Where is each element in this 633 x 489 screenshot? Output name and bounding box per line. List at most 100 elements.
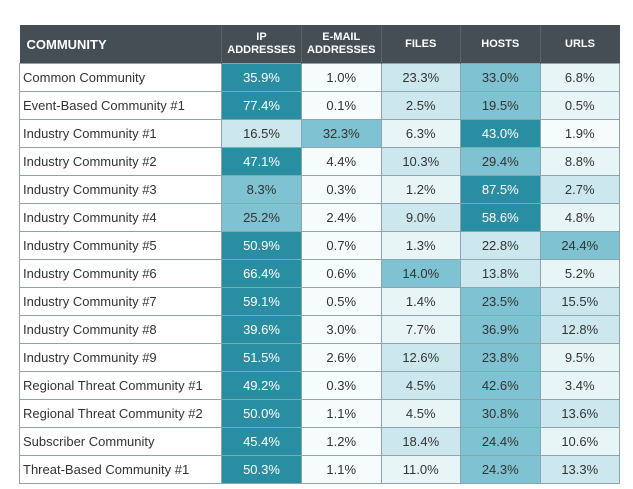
value-cell-hosts: 36.9% [460,315,541,344]
value-cell-ip: 45.4% [221,427,302,456]
value-cell-files: 10.3% [380,147,461,176]
table-row: Regional Threat Community #2 50.0% 1.1% 4.5… [19,399,620,428]
value-cell-ip: 47.1% [221,147,302,176]
column-header-line: IP [256,31,267,43]
table-body: Common Community 35.9% 1.0% 23.3% 33.0% 6.8% E… [19,63,620,484]
value-cell-urls: 13.6% [539,399,620,428]
table-row: Industry Community #9 51.5% 2.6% 12.6% 23.8%… [19,343,620,372]
table-row: Industry Community #1 16.5% 32.3% 6.3% 43.0%… [19,119,620,148]
value-cell-urls: 8.8% [539,147,620,176]
column-header-urls: URLS [540,25,620,64]
column-header-community: COMMUNITY [19,25,222,64]
value-cell-ip: 66.4% [221,259,302,288]
value-cell-email: 32.3% [301,119,382,148]
value-cell-email: 0.3% [301,175,382,204]
column-header-line: ADDRESSES [307,44,376,56]
value-cell-hosts: 22.8% [460,231,541,260]
value-cell-email: 0.3% [301,371,382,400]
value-cell-urls: 5.2% [539,259,620,288]
value-cell-hosts: 13.8% [460,259,541,288]
table-row: Industry Community #5 50.9% 0.7% 1.3% 22.8% 2… [19,231,620,260]
value-cell-ip: 16.5% [221,119,302,148]
community-name-cell: Common Community [19,63,222,92]
value-cell-ip: 59.1% [221,287,302,316]
value-cell-email: 1.1% [301,455,382,484]
value-cell-hosts: 33.0% [460,63,541,92]
value-cell-files: 12.6% [380,343,461,372]
value-cell-hosts: 23.5% [460,287,541,316]
value-cell-files: 11.0% [380,455,461,484]
value-cell-hosts: 30.8% [460,399,541,428]
community-name-cell: Regional Threat Community #2 [19,399,222,428]
table-row: Industry Community #8 39.6% 3.0% 7.7% 36.9% 1… [19,315,620,344]
value-cell-ip: 50.3% [221,455,302,484]
value-cell-ip: 8.3% [221,175,302,204]
value-cell-email: 1.1% [301,399,382,428]
value-cell-ip: 25.2% [221,203,302,232]
value-cell-urls: 3.4% [539,371,620,400]
value-cell-ip: 50.9% [221,231,302,260]
value-cell-files: 4.5% [380,399,461,428]
table-row: Industry Community #3 8.3% 0.3% 1.2% 87.5% 2.… [19,175,620,204]
value-cell-urls: 0.5% [539,91,620,120]
value-cell-files: 1.2% [380,175,461,204]
column-header-line: E-MAIL [322,31,361,43]
value-cell-urls: 24.4% [539,231,620,260]
value-cell-email: 0.7% [301,231,382,260]
community-name-cell: Industry Community #7 [19,287,222,316]
value-cell-hosts: 42.6% [460,371,541,400]
value-cell-files: 1.3% [380,231,461,260]
community-name-cell: Threat-Based Community #1 [19,455,222,484]
value-cell-files: 23.3% [380,63,461,92]
community-name-cell: Industry Community #1 [19,119,222,148]
value-cell-ip: 50.0% [221,399,302,428]
value-cell-email: 0.6% [301,259,382,288]
value-cell-urls: 15.5% [539,287,620,316]
community-name-cell: Industry Community #3 [19,175,222,204]
column-header-line: FILES [405,37,437,50]
value-cell-ip: 39.6% [221,315,302,344]
column-header-hosts: HOSTS [460,25,541,64]
value-cell-ip: 49.2% [221,371,302,400]
column-header-ip: IP ADDRESSES [221,25,302,64]
heatmap-table-container: COMMUNITY IP ADDRESSES E-MAIL ADDRESSES FILES… [19,25,620,484]
value-cell-files: 6.3% [380,119,461,148]
value-cell-urls: 10.6% [539,427,620,456]
value-cell-urls: 4.8% [539,203,620,232]
value-cell-email: 2.6% [301,343,382,372]
table-row: Subscriber Community 45.4% 1.2% 18.4% 24.4% 1… [19,427,620,456]
table-row: Industry Community #2 47.1% 4.4% 10.3% 29.4%… [19,147,620,176]
community-name-cell: Regional Threat Community #1 [19,371,222,400]
value-cell-urls: 9.5% [539,343,620,372]
community-name-cell: Industry Community #2 [19,147,222,176]
community-name-cell: Industry Community #4 [19,203,222,232]
community-name-cell: Subscriber Community [19,427,222,456]
table-row: Threat-Based Community #1 50.3% 1.1% 11.0% 2… [19,455,620,484]
value-cell-email: 0.1% [301,91,382,120]
value-cell-hosts: 87.5% [460,175,541,204]
value-cell-email: 1.2% [301,427,382,456]
value-cell-urls: 1.9% [539,119,620,148]
value-cell-urls: 13.3% [539,455,620,484]
value-cell-hosts: 24.4% [460,427,541,456]
table-row: Industry Community #4 25.2% 2.4% 9.0% 58.6% 4… [19,203,620,232]
value-cell-hosts: 24.3% [460,455,541,484]
value-cell-email: 4.4% [301,147,382,176]
column-header-line: HOSTS [481,37,520,50]
value-cell-files: 7.7% [380,315,461,344]
column-header-line: ADDRESSES [227,44,296,56]
value-cell-email: 3.0% [301,315,382,344]
table-row: Regional Threat Community #1 49.2% 0.3% 4.5… [19,371,620,400]
table-row: Event-Based Community #1 77.4% 0.1% 2.5% 19.… [19,91,620,120]
value-cell-hosts: 58.6% [460,203,541,232]
value-cell-files: 14.0% [380,259,461,288]
value-cell-ip: 77.4% [221,91,302,120]
community-name-cell: Industry Community #9 [19,343,222,372]
table-row: Industry Community #6 66.4% 0.6% 14.0% 13.8%… [19,259,620,288]
value-cell-hosts: 43.0% [460,119,541,148]
value-cell-ip: 35.9% [221,63,302,92]
value-cell-email: 1.0% [301,63,382,92]
table-header: COMMUNITY IP ADDRESSES E-MAIL ADDRESSES FILES… [19,25,620,64]
value-cell-urls: 6.8% [539,63,620,92]
value-cell-urls: 2.7% [539,175,620,204]
